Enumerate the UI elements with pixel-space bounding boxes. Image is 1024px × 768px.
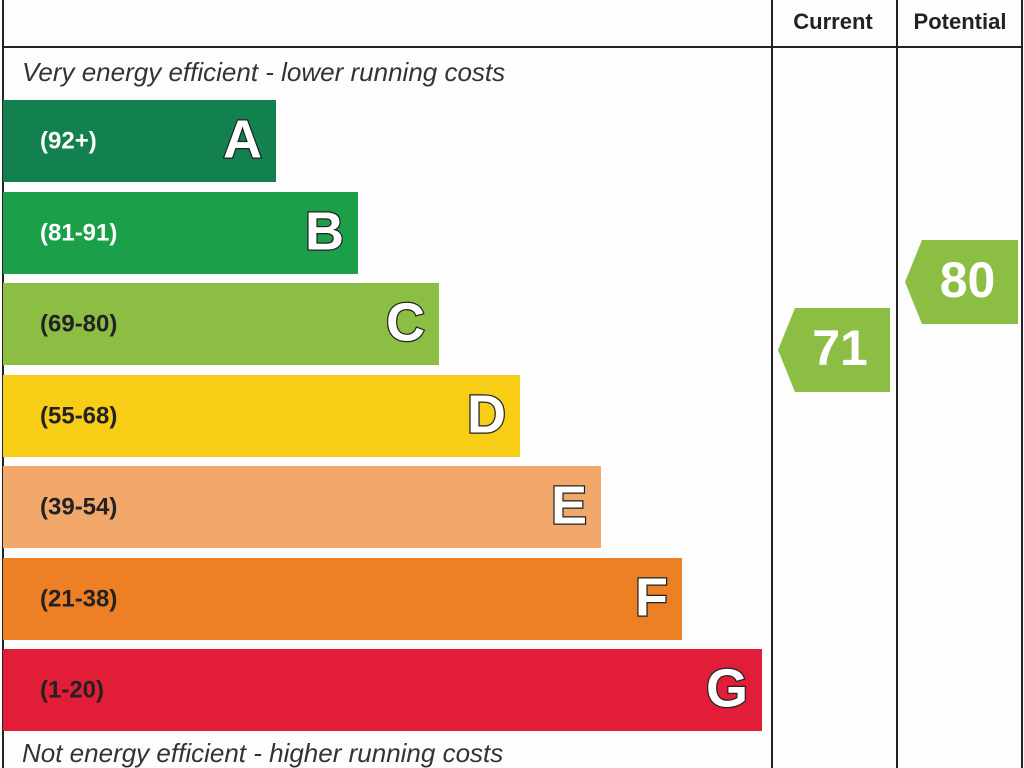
rating-band <box>3 283 439 365</box>
band-range: (1-20) <box>40 676 104 703</box>
current-header: Current <box>793 9 873 34</box>
band-letter: E <box>551 475 587 535</box>
rating-band <box>3 375 520 457</box>
rating-band <box>3 100 276 182</box>
band-letter: B <box>305 201 344 261</box>
potential-header: Potential <box>914 9 1007 34</box>
band-range: (92+) <box>40 127 97 154</box>
bottom-note: Not energy efficient - higher running co… <box>22 738 503 768</box>
band-range: (81-91) <box>40 219 117 246</box>
band-letter: G <box>706 658 748 718</box>
band-range: (55-68) <box>40 402 117 429</box>
rating-band <box>3 649 762 731</box>
current-arrow <box>778 308 890 392</box>
rating-band <box>3 558 682 640</box>
potential-arrow <box>905 240 1018 324</box>
band-letter: D <box>467 384 506 444</box>
band-letter: F <box>635 567 668 627</box>
current-value: 71 <box>812 320 868 376</box>
potential-value: 80 <box>940 252 996 308</box>
band-range: (21-38) <box>40 585 117 612</box>
band-letter: A <box>223 109 262 169</box>
band-range: (69-80) <box>40 310 117 337</box>
top-note: Very energy efficient - lower running co… <box>22 57 505 87</box>
rating-band <box>3 466 601 548</box>
rating-band <box>3 192 358 274</box>
band-range: (39-54) <box>40 493 117 520</box>
band-letter: C <box>386 292 425 352</box>
